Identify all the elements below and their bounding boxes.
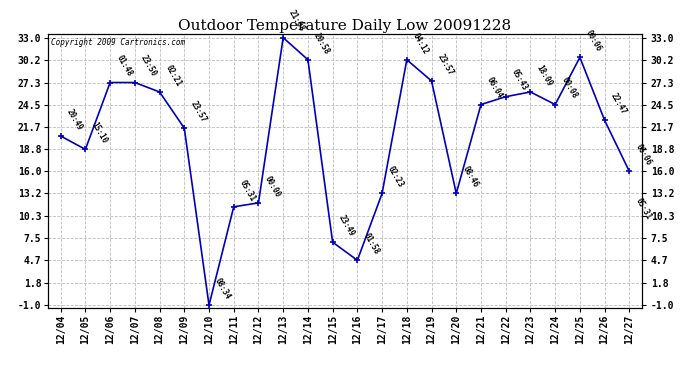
Text: 23:57: 23:57 — [435, 52, 455, 77]
Text: 08:34: 08:34 — [213, 276, 233, 301]
Text: 20:58: 20:58 — [312, 31, 331, 56]
Text: 23:50: 23:50 — [139, 54, 159, 78]
Text: 23:49: 23:49 — [337, 213, 356, 238]
Text: 21:08: 21:08 — [287, 9, 307, 33]
Text: 00:08: 00:08 — [560, 76, 579, 100]
Text: 05:31: 05:31 — [238, 178, 257, 203]
Text: 05:43: 05:43 — [510, 68, 529, 93]
Text: Copyright 2009 Cartronics.com: Copyright 2009 Cartronics.com — [51, 38, 186, 47]
Text: 06:06: 06:06 — [633, 143, 653, 167]
Text: 00:06: 00:06 — [584, 28, 604, 53]
Text: 01:58: 01:58 — [362, 232, 381, 256]
Text: 05:31: 05:31 — [633, 196, 653, 221]
Text: 15:10: 15:10 — [90, 121, 109, 145]
Text: 02:23: 02:23 — [386, 165, 406, 189]
Text: 02:21: 02:21 — [164, 63, 183, 88]
Title: Outdoor Temperature Daily Low 20091228: Outdoor Temperature Daily Low 20091228 — [179, 19, 511, 33]
Text: 08:46: 08:46 — [460, 165, 480, 189]
Text: 18:09: 18:09 — [535, 63, 554, 88]
Text: 23:57: 23:57 — [188, 99, 208, 124]
Text: 01:48: 01:48 — [115, 54, 134, 78]
Text: 20:49: 20:49 — [65, 107, 84, 132]
Text: 04:12: 04:12 — [411, 31, 431, 56]
Text: 22:47: 22:47 — [609, 92, 628, 116]
Text: 00:00: 00:00 — [263, 174, 282, 199]
Text: 06:04: 06:04 — [485, 76, 504, 100]
